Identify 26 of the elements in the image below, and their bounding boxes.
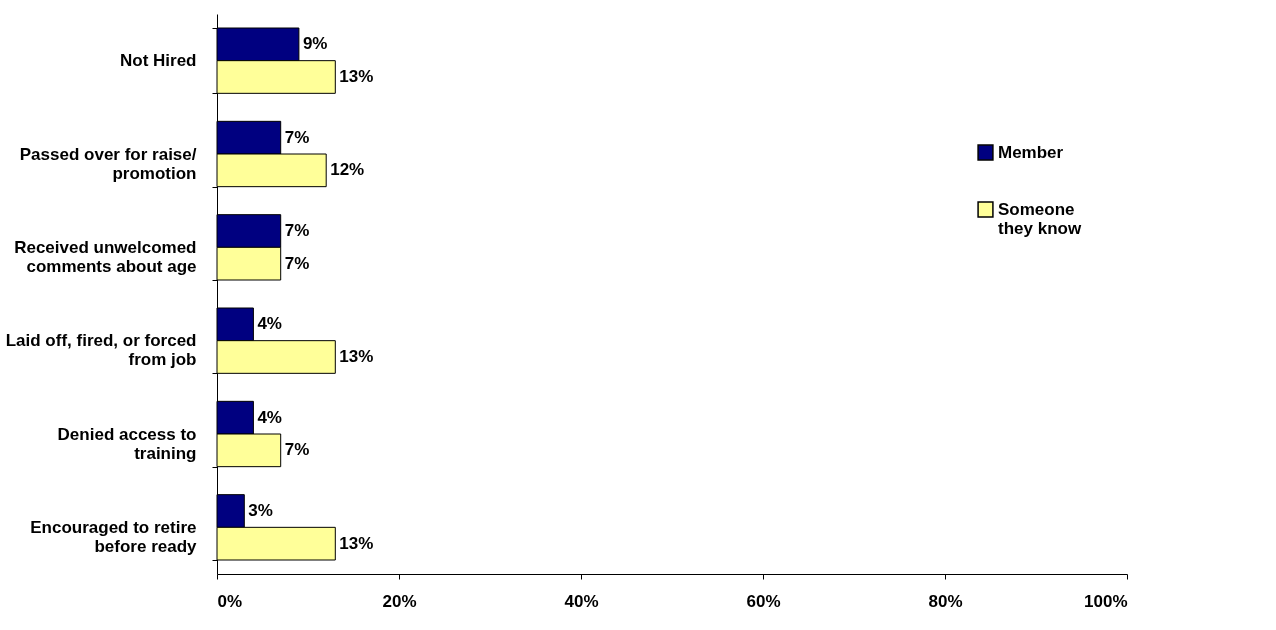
x-tick-label: 0% — [217, 591, 243, 611]
data-label: 12% — [330, 160, 365, 180]
data-label: 9% — [302, 34, 328, 54]
y-tick-label: Not Hired — [120, 51, 197, 71]
y-tick-label: Laid off, fired, or forced from job — [5, 331, 197, 370]
x-tick-label: 80% — [928, 591, 963, 611]
data-label: 13% — [339, 67, 374, 86]
x-tick-label: 40% — [564, 591, 599, 611]
data-label: 4% — [257, 407, 282, 427]
data-label: 7% — [284, 440, 310, 460]
data-label: 3% — [248, 501, 273, 520]
data-label: 13% — [339, 533, 374, 553]
x-tick-label: 100% — [1084, 591, 1128, 611]
data-label: 7% — [284, 253, 310, 273]
data-label: 7% — [284, 127, 310, 147]
x-tick-label: 60% — [746, 591, 781, 611]
y-tick-label: Encouraged to retire before ready — [30, 517, 198, 556]
y-tick-label: Received unwelcomed comments about age — [14, 237, 197, 276]
x-tick-label: 20% — [382, 591, 417, 611]
y-tick-label: Denied access to training — [57, 424, 197, 463]
data-label: 13% — [339, 347, 374, 366]
data-label: 7% — [284, 221, 310, 240]
y-tick-label: Passed over for raise/ promotion — [19, 144, 197, 183]
legend-label: Member — [998, 142, 1064, 162]
data-label: 4% — [257, 314, 282, 334]
legend-label: Someone they know — [998, 199, 1082, 238]
